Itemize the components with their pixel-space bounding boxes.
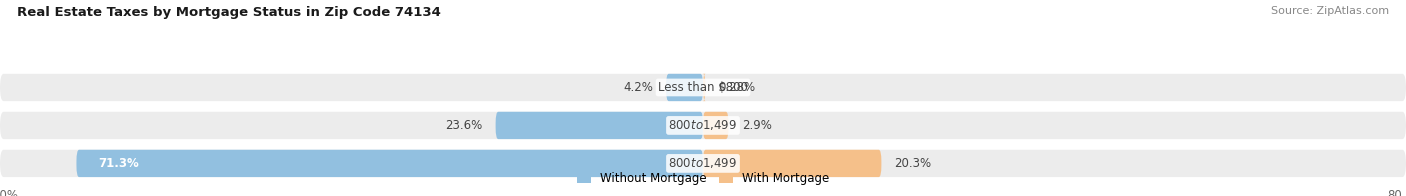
Text: $800 to $1,499: $800 to $1,499 — [668, 156, 738, 170]
FancyBboxPatch shape — [0, 74, 1406, 101]
FancyBboxPatch shape — [666, 74, 703, 101]
Text: 0.28%: 0.28% — [718, 81, 756, 94]
FancyBboxPatch shape — [703, 74, 706, 101]
FancyBboxPatch shape — [0, 112, 1406, 139]
Text: 71.3%: 71.3% — [98, 157, 139, 170]
FancyBboxPatch shape — [0, 150, 1406, 177]
Text: Less than $800: Less than $800 — [658, 81, 748, 94]
Text: Real Estate Taxes by Mortgage Status in Zip Code 74134: Real Estate Taxes by Mortgage Status in … — [17, 6, 440, 19]
Legend: Without Mortgage, With Mortgage: Without Mortgage, With Mortgage — [572, 168, 834, 190]
Text: Source: ZipAtlas.com: Source: ZipAtlas.com — [1271, 6, 1389, 16]
FancyBboxPatch shape — [703, 112, 728, 139]
FancyBboxPatch shape — [76, 150, 703, 177]
FancyBboxPatch shape — [496, 112, 703, 139]
Text: $800 to $1,499: $800 to $1,499 — [668, 118, 738, 132]
Text: 2.9%: 2.9% — [742, 119, 772, 132]
Text: 4.2%: 4.2% — [623, 81, 652, 94]
FancyBboxPatch shape — [703, 150, 882, 177]
Text: 20.3%: 20.3% — [894, 157, 932, 170]
Text: 23.6%: 23.6% — [446, 119, 482, 132]
